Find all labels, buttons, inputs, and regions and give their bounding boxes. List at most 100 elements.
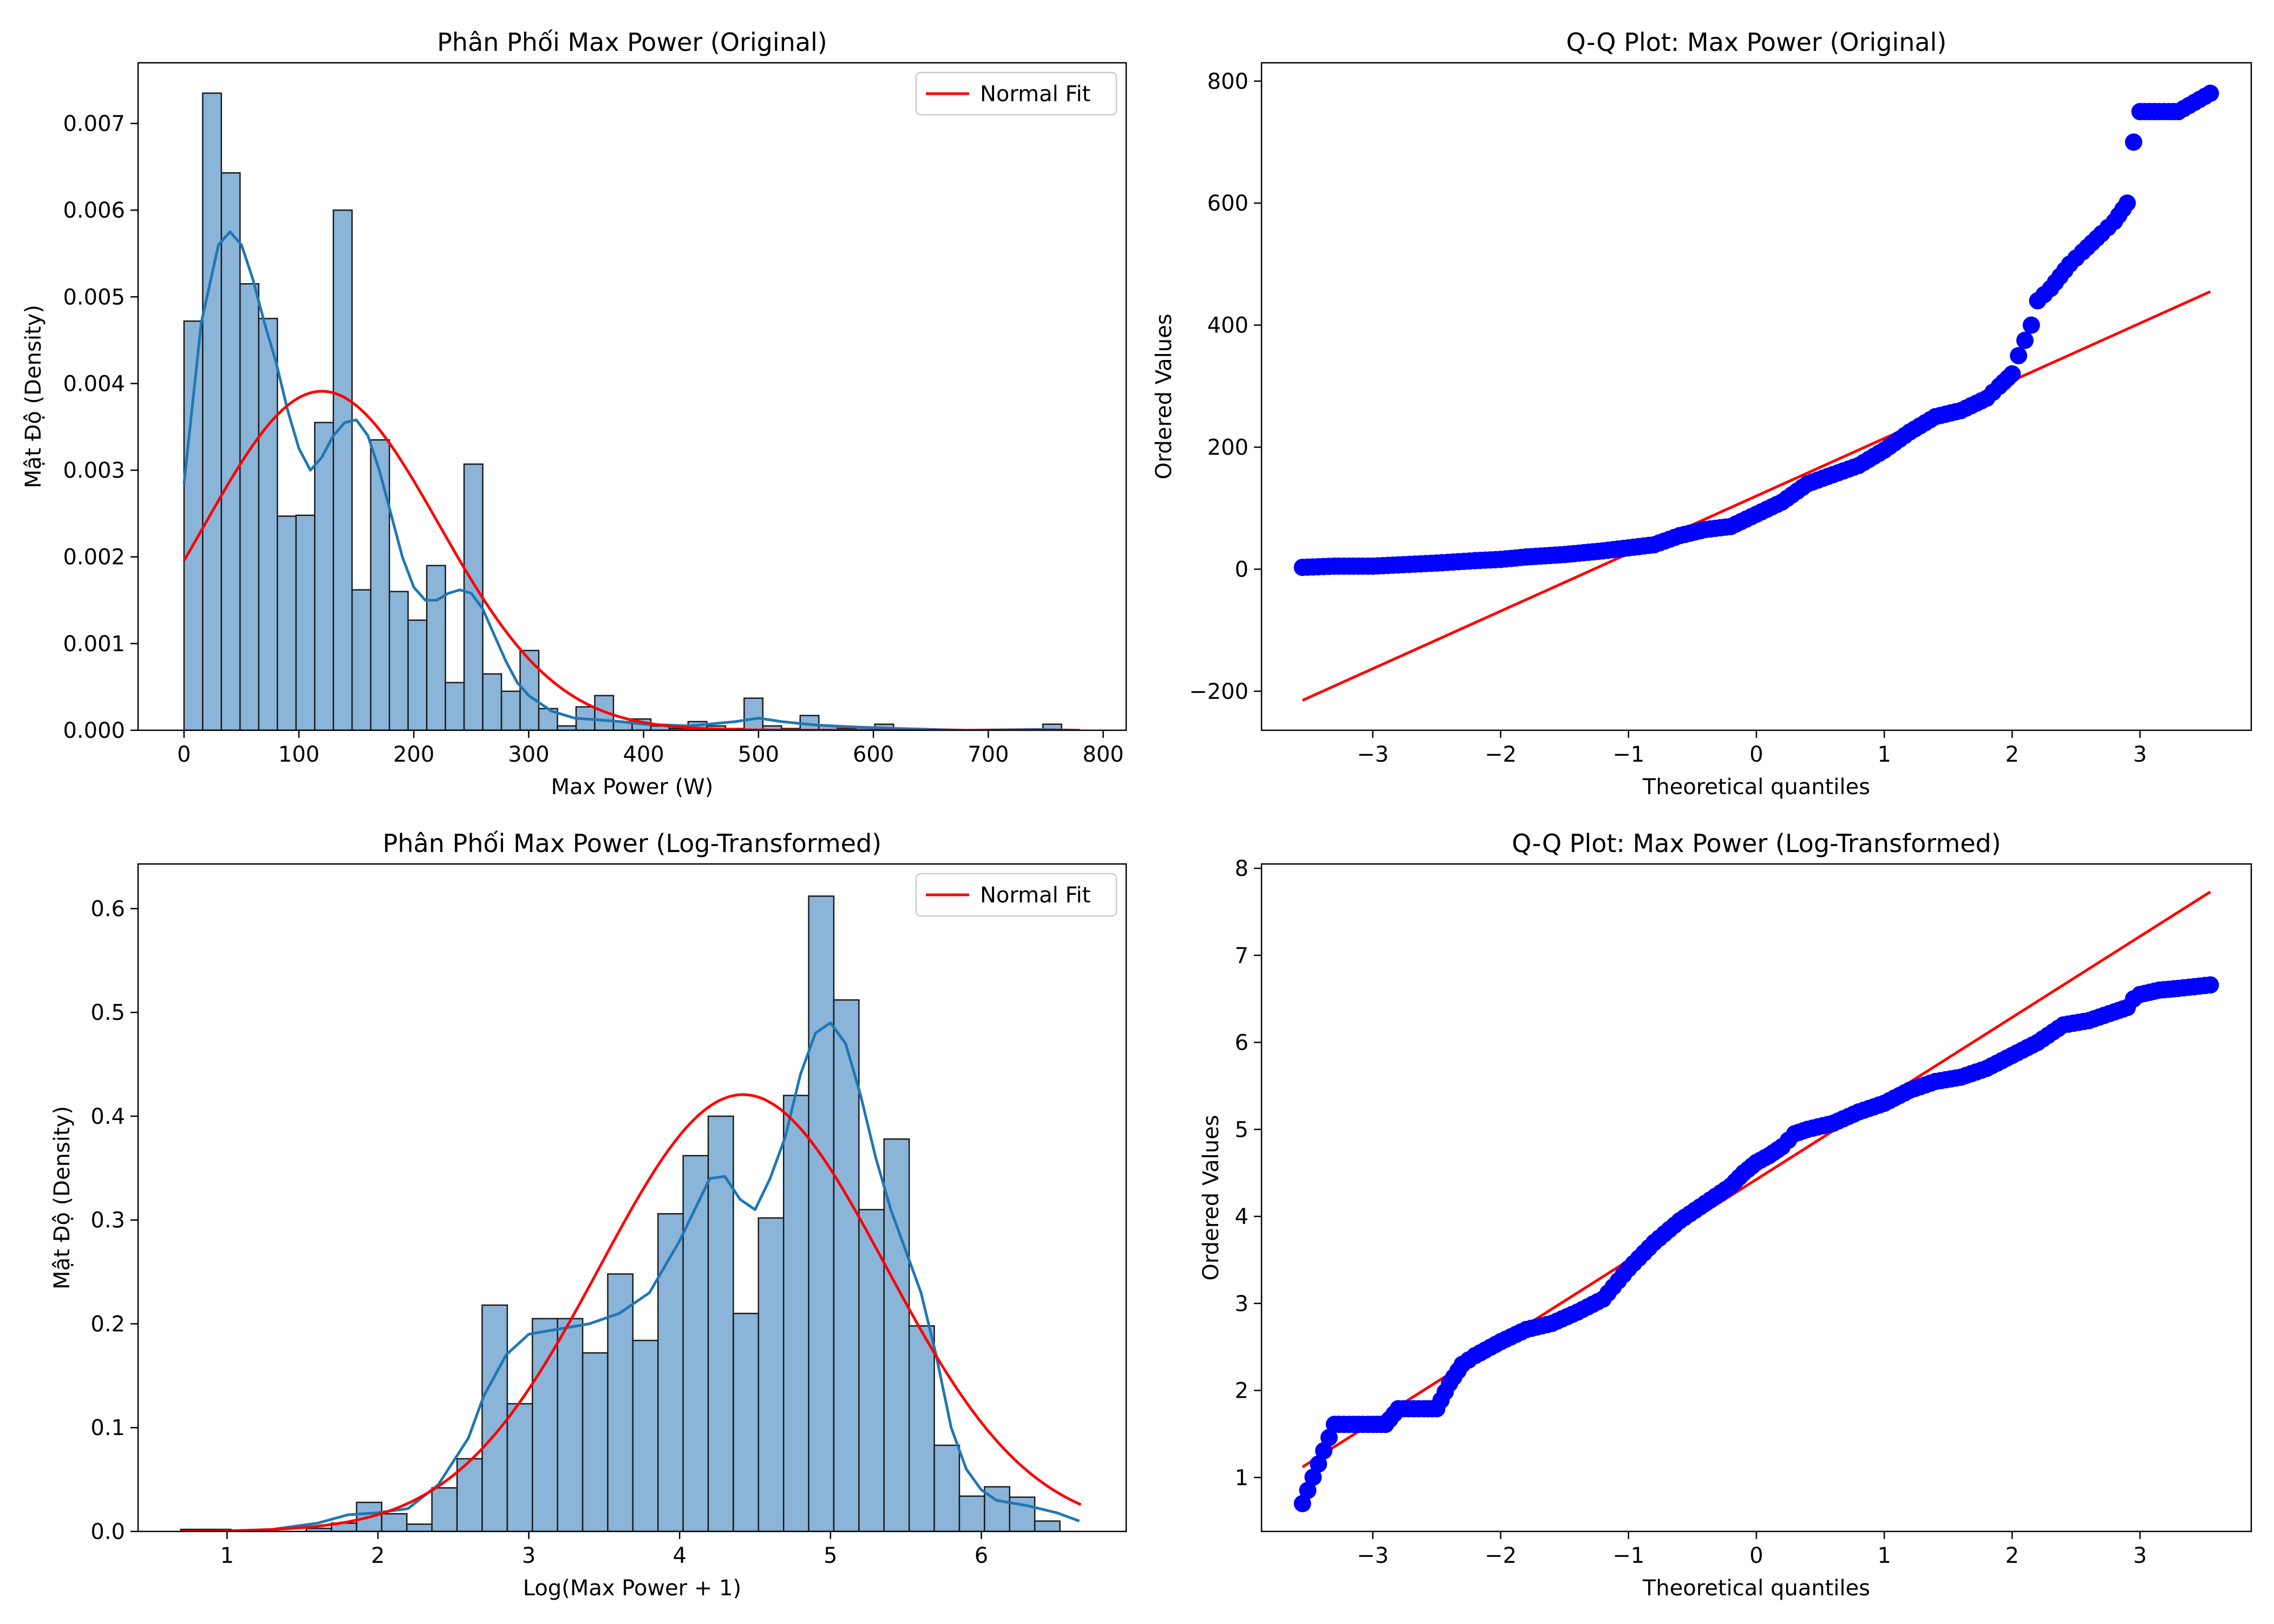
y-tick-label: −200 xyxy=(1189,679,1249,704)
y-tick-label: 0.6 xyxy=(90,896,125,921)
histogram-bar xyxy=(482,673,502,730)
x-tick-label: 2 xyxy=(2005,1543,2019,1568)
histogram-bar xyxy=(445,682,465,730)
x-tick-label: 600 xyxy=(853,742,894,767)
y-tick-label: 6 xyxy=(1235,1031,1249,1056)
qq-point xyxy=(1293,1495,1311,1512)
qq-point xyxy=(2010,346,2028,364)
x-tick-label: 1 xyxy=(220,1543,234,1568)
histogram-bar xyxy=(506,1403,533,1531)
y-tick-label: 4 xyxy=(1235,1204,1249,1229)
legend: Normal Fit xyxy=(915,71,1118,116)
histogram-bar xyxy=(1034,1520,1061,1531)
qq-point xyxy=(2125,133,2142,151)
legend: Normal Fit xyxy=(915,873,1118,917)
histogram-bar xyxy=(908,1325,935,1531)
histogram-bar xyxy=(782,1095,809,1531)
x-tick-label: 1 xyxy=(1877,742,1891,767)
chart-title: Q-Q Plot: Max Power (Log-Transformed) xyxy=(1512,829,2001,858)
kde-line xyxy=(182,230,1081,730)
x-axis-label: Theoretical quantiles xyxy=(1642,775,1870,800)
x-tick-label: −2 xyxy=(1485,1543,1517,1568)
histogram-bar xyxy=(426,565,446,730)
qq-point xyxy=(2201,976,2219,994)
y-tick-label: 400 xyxy=(1207,313,1249,338)
y-tick-label: 0.003 xyxy=(63,459,125,483)
legend-label: Normal Fit xyxy=(980,82,1090,107)
normal-fit-line xyxy=(182,390,1081,730)
axes-frame xyxy=(137,62,1127,731)
x-tick-label: 2 xyxy=(2005,742,2019,767)
y-tick-label: 600 xyxy=(1207,191,1249,216)
histogram-bar xyxy=(431,1487,458,1531)
y-tick-label: 0.002 xyxy=(63,545,125,570)
legend-label: Normal Fit xyxy=(980,883,1090,908)
qq-point xyxy=(2022,316,2040,334)
qq-point xyxy=(1320,1429,1338,1446)
histogram-bar xyxy=(202,92,223,730)
qq-point xyxy=(1304,1468,1322,1486)
histogram-bar xyxy=(958,1495,985,1531)
qq-point xyxy=(2201,84,2219,102)
y-tick-label: 0.000 xyxy=(63,718,125,743)
y-tick-label: 800 xyxy=(1207,69,1249,94)
y-tick-label: 2 xyxy=(1235,1379,1249,1404)
y-tick-label: 7 xyxy=(1235,944,1249,968)
qq-point xyxy=(1299,1482,1317,1499)
histogram-bar xyxy=(808,895,835,1531)
x-tick-label: 5 xyxy=(824,1543,837,1568)
histogram-bar xyxy=(757,1217,785,1531)
y-tick-label: 0.001 xyxy=(63,632,125,657)
y-tick-label: 0.5 xyxy=(90,1000,125,1025)
chart-panel-3: 1 2 3 4 5 6 0.0 0.1 0.2 0.3 0.4 0.5 0.6 Phân Phối Max… xyxy=(50,829,1127,1601)
qq-fit-line xyxy=(1302,290,2211,702)
x-tick-label: 3 xyxy=(2133,742,2147,767)
y-tick-label: 1 xyxy=(1235,1465,1249,1490)
x-tick-label: 0 xyxy=(1749,742,1763,767)
histogram-bar xyxy=(220,172,241,730)
histogram-bar xyxy=(707,1115,734,1531)
y-tick-label: 0.4 xyxy=(90,1104,125,1129)
y-tick-label: 0.005 xyxy=(63,285,125,310)
y-tick-label: 0.004 xyxy=(63,371,125,396)
y-axis-label: Mật Độ (Density) xyxy=(21,305,46,488)
histogram-bar xyxy=(456,1458,483,1531)
y-tick-label: 200 xyxy=(1207,435,1249,460)
x-tick-label: 0 xyxy=(1749,1543,1763,1568)
x-tick-label: 300 xyxy=(508,742,549,767)
chart-panel-2: −3 −2 −1 0 1 2 3 −200 0 200 400 600 800 Q-Q Plot: Max… xyxy=(1152,28,2252,800)
y-axis-label: Ordered Values xyxy=(1152,313,1177,479)
x-axis-label: Log(Max Power + 1) xyxy=(523,1576,741,1601)
chart-title: Q-Q Plot: Max Power (Original) xyxy=(1566,28,1947,57)
x-tick-label: 700 xyxy=(968,742,1009,767)
x-tick-label: 400 xyxy=(623,742,664,767)
histogram-bar xyxy=(933,1444,960,1531)
plot-area xyxy=(1293,890,2219,1512)
y-tick-label: 0.007 xyxy=(63,112,125,136)
histogram-bar xyxy=(370,439,390,730)
x-tick-label: −1 xyxy=(1612,742,1644,767)
qq-point xyxy=(1310,1455,1328,1473)
histogram-bar xyxy=(743,697,764,730)
axes-frame xyxy=(137,863,1127,1533)
x-tick-label: 6 xyxy=(975,1543,988,1568)
plot-area xyxy=(180,895,1082,1531)
histogram-bar xyxy=(500,690,521,730)
x-tick-label: 100 xyxy=(278,742,319,767)
histogram-bar xyxy=(295,514,316,730)
x-tick-label: 4 xyxy=(673,1543,687,1568)
y-tick-label: 0.006 xyxy=(63,198,125,223)
histogram-bar xyxy=(239,283,260,730)
x-tick-label: −1 xyxy=(1612,1543,1644,1568)
histogram-bar xyxy=(277,515,297,730)
histogram-bar xyxy=(733,1313,760,1531)
legend-box xyxy=(915,873,1118,917)
x-tick-label: 3 xyxy=(2133,1543,2147,1568)
chart-title: Phân Phối Max Power (Original) xyxy=(437,28,827,57)
histogram-bar xyxy=(351,589,371,730)
x-tick-label: 500 xyxy=(738,742,779,767)
x-tick-label: −3 xyxy=(1357,742,1389,767)
y-tick-label: 8 xyxy=(1235,856,1249,881)
